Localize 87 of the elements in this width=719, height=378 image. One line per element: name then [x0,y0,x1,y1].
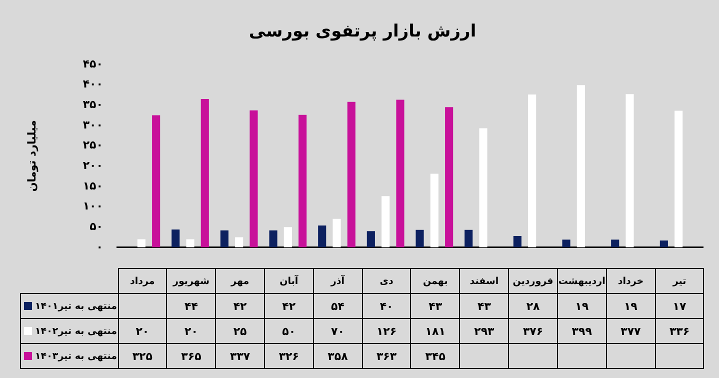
x-tick-label: خرداد [606,268,656,294]
bar [298,114,307,248]
bar [172,230,180,248]
bar [250,110,258,248]
bar [200,98,209,248]
data-label: ۳۲۶ [264,344,314,368]
data-label: ۴۳ [410,294,460,318]
bar [366,231,375,248]
x-tick-label: دی [362,268,411,294]
data-label: ۲۸ [508,294,558,318]
data-label: ۵۰ [264,318,314,344]
bar [220,230,228,248]
y-tick-label: ۲۵۰ [82,138,103,152]
data-label: ۳۲۵ [118,344,167,368]
bar [626,94,634,248]
bar [396,100,404,248]
legend-label: منتهی به تیر۱۴۰۳ [35,350,118,362]
data-label: ۳۷۶ [508,318,558,344]
chart-title: ارزش بازار پرتفوی بورسی [248,22,476,42]
data-label: ۴۴ [166,294,216,318]
y-tick-label: ۴۰۰ [82,78,103,91]
data-label: ۳۳۷ [216,344,264,368]
bar [347,102,356,248]
bar [576,85,585,248]
bar [269,230,278,248]
legend-label: منتهی به تیر۱۴۰۲ [35,326,118,336]
bar [528,94,536,248]
bar [318,225,326,248]
x-tick-label: آذر [313,268,362,294]
x-tick-label: مهر [216,268,264,294]
bar [611,240,620,248]
bar [235,237,244,248]
data-label: ۳۴۵ [410,344,460,368]
bar [562,240,570,248]
bar [430,174,438,248]
data-label: ۳۶۳ [362,344,411,368]
data-label: ۲۹۳ [460,318,509,344]
data-label: ۳۵۸ [313,344,362,368]
data-label: ۱۸۱ [410,318,460,344]
data-label: ۱۹ [557,294,606,318]
x-tick-label: شهریور [166,268,216,294]
data-label: ۱۲۶ [362,318,411,344]
data-label: ۴۲ [216,294,264,318]
y-tick-label: ۴۵۰ [82,57,103,70]
y-tick-label: ۲۰۰ [82,158,103,172]
data-label: ۳۳۶ [655,318,704,344]
bar [186,239,194,248]
data-label: ۲۵ [216,318,264,344]
data-label: ۵۴ [313,294,362,318]
y-tick-label: ۳۰۰ [82,118,103,132]
y-tick-label: ۱۰۰ [82,200,103,213]
bar [332,218,341,248]
bar [479,128,488,248]
bar [660,240,668,248]
bar [464,230,473,248]
data-label: ۴۰ [362,294,411,318]
data-label: ۴۲ [264,294,314,318]
x-tick-label: اسفند [460,268,509,294]
legend-label: منتهی به تیر۱۴۰۱ [35,300,118,312]
data-label: ۷۰ [313,318,362,344]
bar [382,196,390,248]
x-tick-label: فروردین [508,268,558,294]
bar [137,239,146,248]
data-label: ۳۹۹ [557,318,606,344]
data-label: ۲۰ [118,318,167,344]
x-tick-label: اردیبهشت [557,268,606,294]
y-tick-label: ۰ [96,240,103,254]
y-tick-label: ۵۰ [90,220,103,233]
bar [152,115,160,248]
y-axis-title: میلیارد تومان [25,120,38,192]
x-tick-label: مرداد [118,268,167,294]
data-label: ۲۰ [166,318,216,344]
data-label: ۱۹ [606,294,656,318]
x-tick-label: آبان [264,268,314,294]
bar [284,227,292,248]
x-tick-label: بهمن [410,268,460,294]
bar [416,230,424,248]
data-label: ۴۳ [460,294,509,318]
data-label: ۱۷ [655,294,704,318]
y-tick-label: ۱۵۰ [82,179,103,192]
data-label: ۳۷۷ [606,318,656,344]
bar [513,236,522,248]
x-tick-label: تیر [655,268,704,294]
data-label: ۳۶۵ [166,344,216,368]
bar [445,107,454,248]
bar [674,110,683,248]
y-tick-label: ۳۵۰ [82,98,103,111]
